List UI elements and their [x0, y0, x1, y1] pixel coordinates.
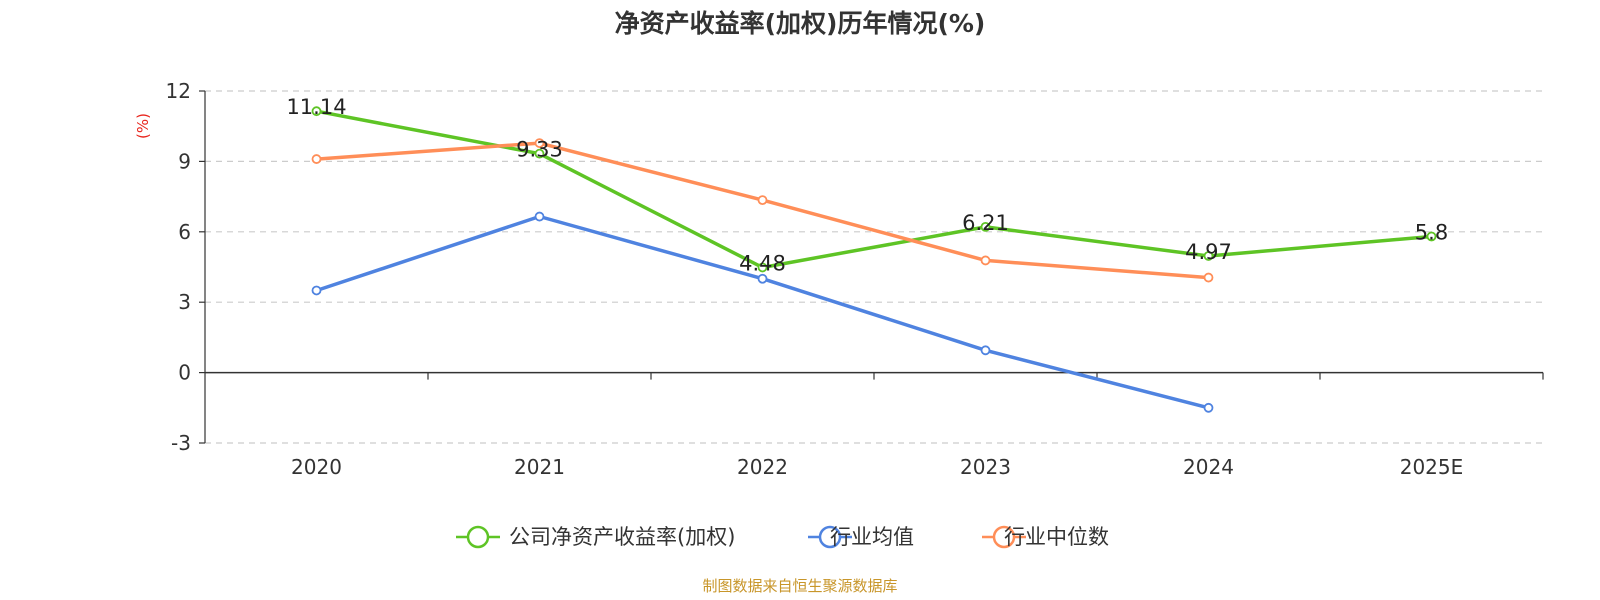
legend-label: 行业中位数 — [1004, 525, 1109, 549]
data-label: 11.14 — [286, 95, 346, 119]
data-point — [980, 221, 991, 232]
axes: 12 9 6 3 0 -3 2020 2021 2022 2023 2024 2025E — [166, 79, 1544, 479]
legend-label: 公司净资产收益率(加权) — [509, 525, 735, 549]
data-label: 6.21 — [962, 211, 1009, 235]
legend-circle-icon — [466, 525, 490, 549]
data-point — [757, 262, 768, 273]
x-tick-label: 2021 — [514, 455, 565, 479]
data-point — [1426, 231, 1437, 242]
y-tick-label: 9 — [178, 149, 191, 173]
data-label: 9.33 — [516, 138, 563, 162]
legend-label: 行业均值 — [830, 525, 914, 549]
data-label: 4.48 — [739, 251, 786, 275]
data-labels: 11.14 9.33 4.48 6.21 4.97 5.8 — [286, 95, 1448, 275]
data-point — [534, 211, 545, 222]
data-point — [980, 255, 991, 266]
data-point — [1203, 402, 1214, 413]
data-label: 4.97 — [1185, 240, 1232, 264]
data-label: 5.8 — [1415, 220, 1448, 244]
series-line-0 — [316, 109, 1432, 270]
y-tick-label: -3 — [171, 431, 191, 455]
data-point — [1203, 251, 1214, 261]
x-tick-label: 2025E — [1400, 455, 1464, 479]
x-tick-label: 2024 — [1183, 455, 1234, 479]
legend-item-1[interactable]: 行业均值 — [808, 525, 914, 549]
x-tick-label: 2022 — [737, 455, 788, 479]
data-point — [757, 273, 768, 284]
series-lines — [315, 109, 1432, 410]
x-tick-label: 2020 — [291, 455, 342, 479]
data-point — [311, 106, 322, 117]
y-tick-label: 3 — [178, 290, 191, 314]
series-line-1 — [315, 214, 1209, 410]
legend-item-0[interactable]: 公司净资产收益率(加权) — [456, 525, 735, 549]
legend-circle-icon — [818, 525, 842, 549]
y-axis-unit-label: (%) — [134, 113, 152, 139]
x-tick-label: 2023 — [960, 455, 1011, 479]
chart-title: 净资产收益率(加权)历年情况(%) — [615, 9, 986, 38]
data-point — [757, 195, 768, 206]
data-point — [311, 154, 322, 164]
legend-circle-icon — [992, 525, 1016, 549]
data-point — [980, 345, 991, 356]
y-tick-label: 0 — [178, 361, 191, 385]
series-markers — [311, 106, 1437, 413]
data-point — [534, 148, 545, 159]
data-point — [1203, 272, 1214, 283]
y-tick-label: 12 — [166, 79, 191, 103]
y-tick-label: 6 — [178, 220, 191, 244]
source-note: 制图数据来自恒生聚源数据库 — [702, 577, 897, 595]
legend-item-2[interactable]: 行业中位数 — [982, 525, 1109, 549]
grid-lines — [205, 90, 1543, 444]
data-point — [534, 138, 545, 148]
data-point — [311, 285, 322, 296]
legend: 公司净资产收益率(加权) 行业均值 行业中位数 — [456, 525, 1109, 549]
